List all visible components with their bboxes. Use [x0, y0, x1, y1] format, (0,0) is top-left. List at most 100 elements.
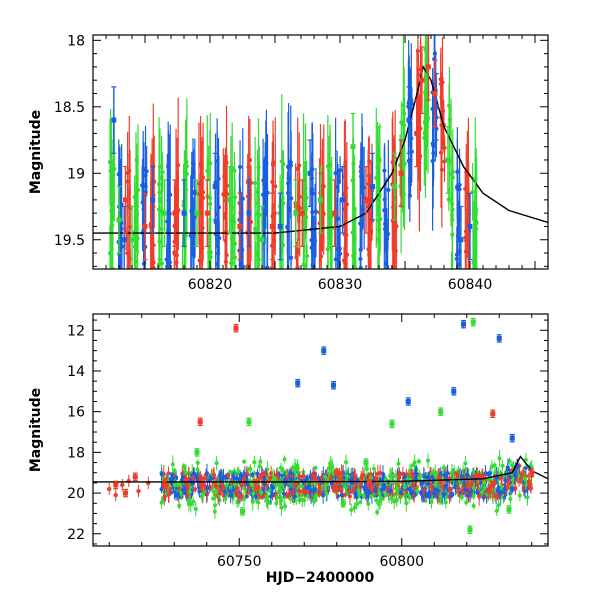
- data-point: [350, 144, 356, 150]
- observation-point: [236, 493, 241, 498]
- observation-point: [157, 199, 162, 204]
- observation-point: [412, 460, 417, 465]
- data-point: [398, 170, 404, 176]
- observation-point: [368, 494, 373, 499]
- observation-point: [430, 158, 435, 164]
- observation-point: [110, 272, 114, 276]
- top-y-axis-label: Magnitude: [28, 110, 44, 194]
- observation-point: [479, 490, 484, 495]
- data-point: [259, 237, 265, 243]
- y-tick-label: 18: [67, 445, 85, 461]
- top-axis-ticks: 60820 60830 60840 18 18.5 19 19.5: [54, 33, 549, 293]
- observation-point: [325, 164, 330, 169]
- observation-point: [278, 272, 282, 276]
- model-curve: [93, 65, 548, 234]
- data-point: [363, 460, 369, 466]
- observation-point: [305, 494, 310, 499]
- observation-point: [417, 475, 422, 480]
- bottom-plot-frame: [92, 313, 549, 547]
- observation-point: [242, 459, 247, 464]
- observation-point: [453, 485, 458, 490]
- data-point: [293, 210, 299, 216]
- observation-point: [337, 245, 342, 250]
- data-point: [406, 117, 412, 123]
- observation-point: [352, 505, 357, 510]
- observation-point: [389, 496, 394, 501]
- observation-point: [362, 485, 367, 490]
- observation-point: [135, 187, 141, 192]
- observation-point: [361, 473, 366, 478]
- observation-point: [366, 501, 371, 506]
- observation-point: [281, 276, 285, 280]
- observation-point: [257, 464, 262, 469]
- observation-point: [302, 184, 307, 189]
- observation-point: [359, 181, 365, 186]
- observation-point: [109, 272, 113, 276]
- observation-point: [523, 457, 528, 462]
- observation-point: [473, 219, 479, 224]
- data-point: [132, 474, 138, 480]
- y-tick-label: 18: [67, 33, 85, 49]
- data-point: [445, 157, 451, 163]
- observation-point: [117, 269, 121, 273]
- data-point: [458, 237, 464, 243]
- observation-point: [371, 466, 376, 471]
- observation-point: [120, 482, 125, 488]
- observation-point: [144, 169, 149, 174]
- observation-point: [191, 162, 196, 167]
- observation-point: [299, 484, 304, 489]
- observation-point: [252, 460, 257, 465]
- observation-point: [217, 491, 222, 496]
- observation-point: [168, 477, 173, 482]
- observation-point: [188, 233, 193, 238]
- observation-point: [172, 483, 177, 488]
- observation-point: [181, 271, 185, 275]
- observation-point: [376, 269, 380, 273]
- observation-point: [212, 473, 217, 478]
- observation-point: [317, 486, 322, 491]
- observation-point: [450, 232, 455, 237]
- observation-point: [279, 505, 284, 510]
- observation-point: [232, 255, 237, 260]
- observation-point: [319, 475, 324, 480]
- observation-point: [353, 475, 358, 480]
- data-point: [467, 527, 473, 533]
- observation-point: [377, 277, 381, 281]
- top-observation-cloud: [107, 35, 479, 281]
- observation-point: [202, 476, 207, 481]
- observation-point: [429, 482, 434, 487]
- observation-point: [231, 474, 236, 479]
- data-point: [461, 321, 466, 327]
- observation-point: [499, 485, 504, 490]
- observation-point: [190, 475, 195, 480]
- observation-point: [273, 184, 278, 189]
- observation-point: [471, 494, 476, 499]
- x-tick-label: 60750: [217, 554, 262, 570]
- observation-point: [482, 480, 487, 485]
- observation-point: [339, 471, 344, 476]
- data-point: [123, 490, 128, 496]
- observation-point: [187, 489, 192, 494]
- data-point: [233, 325, 239, 331]
- data-point: [113, 482, 119, 488]
- data-point: [277, 223, 283, 229]
- observation-point: [303, 276, 307, 280]
- observation-point: [463, 487, 468, 492]
- observation-point: [379, 487, 384, 492]
- observation-point: [239, 494, 244, 499]
- observation-point: [166, 471, 171, 476]
- observation-point: [456, 217, 461, 222]
- observation-point: [287, 492, 292, 497]
- data-point: [425, 64, 431, 70]
- observation-point: [522, 476, 527, 481]
- observation-point: [415, 488, 420, 493]
- observation-point: [221, 474, 226, 479]
- observation-point: [255, 490, 260, 495]
- observation-point: [168, 269, 172, 273]
- data-point: [529, 470, 535, 476]
- observation-point: [215, 261, 220, 267]
- observation-point: [256, 272, 260, 276]
- observation-point: [438, 77, 443, 82]
- y-tick-label: 14: [67, 364, 85, 380]
- observation-point: [345, 474, 350, 479]
